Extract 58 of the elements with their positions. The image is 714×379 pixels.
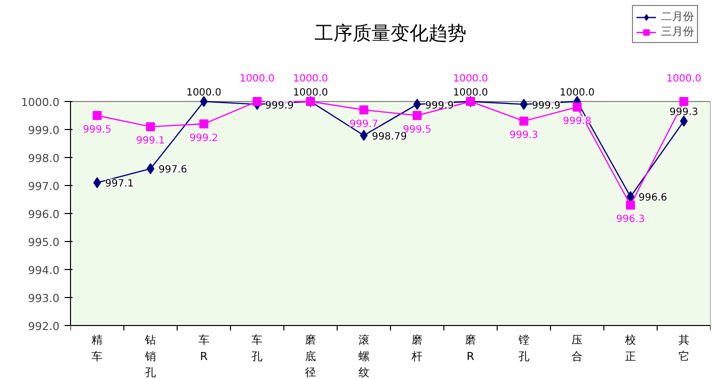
point <box>252 97 262 106</box>
data-label: 999.9 <box>425 100 454 112</box>
data-label: 997.1 <box>105 178 134 190</box>
x-tick-label: 精车 <box>92 334 103 363</box>
data-label: 999.7 <box>350 118 378 130</box>
data-label: 1000.0 <box>293 88 328 98</box>
x-tick-label: 磨R <box>465 334 476 363</box>
data-label: 999.2 <box>190 132 218 144</box>
x-tick-label: 校正 <box>624 334 636 363</box>
data-label: 999.3 <box>670 107 698 118</box>
point <box>146 122 155 132</box>
data-label: 1000.0 <box>293 74 328 84</box>
point <box>200 96 208 107</box>
x-tick-label: 磨底径 <box>305 334 316 379</box>
x-tick-label: 滚螺纹 <box>358 334 370 379</box>
data-label: 1000.0 <box>560 88 595 98</box>
legend-label: 三月份 <box>661 24 694 39</box>
x-tick-label: 车R <box>198 334 210 363</box>
x-tick-label: 镗孔 <box>517 334 530 363</box>
point <box>626 200 635 210</box>
data-label: 999.9 <box>532 100 560 112</box>
y-tick-label: 1000.0 <box>21 96 60 109</box>
data-label: 1000.0 <box>666 74 702 84</box>
point <box>412 111 422 120</box>
point <box>199 119 208 128</box>
data-label: 998.79 <box>372 131 407 142</box>
data-label: 999.1 <box>136 136 165 147</box>
point <box>92 111 102 120</box>
data-label: 999.9 <box>265 100 294 112</box>
x-tick-label: 磨杆 <box>410 334 423 363</box>
x-tick-label: 车孔 <box>252 334 263 363</box>
data-label: 1000.0 <box>240 74 275 84</box>
y-tick-label: 992.0 <box>28 320 60 333</box>
point <box>679 97 688 106</box>
data-label: 999.5 <box>82 124 112 136</box>
data-label: 1000.0 <box>453 88 488 98</box>
point <box>359 105 368 114</box>
y-tick-label: 993.0 <box>28 292 60 305</box>
data-label: 1000.0 <box>186 88 222 98</box>
chart-title: 工序质量变化趋势 <box>314 22 466 44</box>
data-label: 999.8 <box>562 116 592 128</box>
x-tick-label: 钻销孔 <box>144 334 156 379</box>
y-tick-label: 998.0 <box>28 152 60 165</box>
point <box>519 116 528 126</box>
point <box>572 102 582 112</box>
data-label: 996.3 <box>616 214 645 226</box>
y-tick-label: 995.0 <box>28 236 60 249</box>
data-label: 997.6 <box>158 164 188 176</box>
x-tick-label: 其它 <box>678 334 690 363</box>
y-tick-label: 997.0 <box>28 180 60 193</box>
legend-label: 二月份 <box>661 9 694 24</box>
y-tick-label: 994.0 <box>28 264 60 277</box>
x-tick-label: 压合 <box>572 334 583 363</box>
y-tick-label: 996.0 <box>28 208 60 221</box>
data-label: 996.6 <box>638 192 668 204</box>
y-tick-label: 999.0 <box>28 124 60 137</box>
data-label: 1000.0 <box>453 74 488 84</box>
data-label: 999.3 <box>510 130 538 142</box>
